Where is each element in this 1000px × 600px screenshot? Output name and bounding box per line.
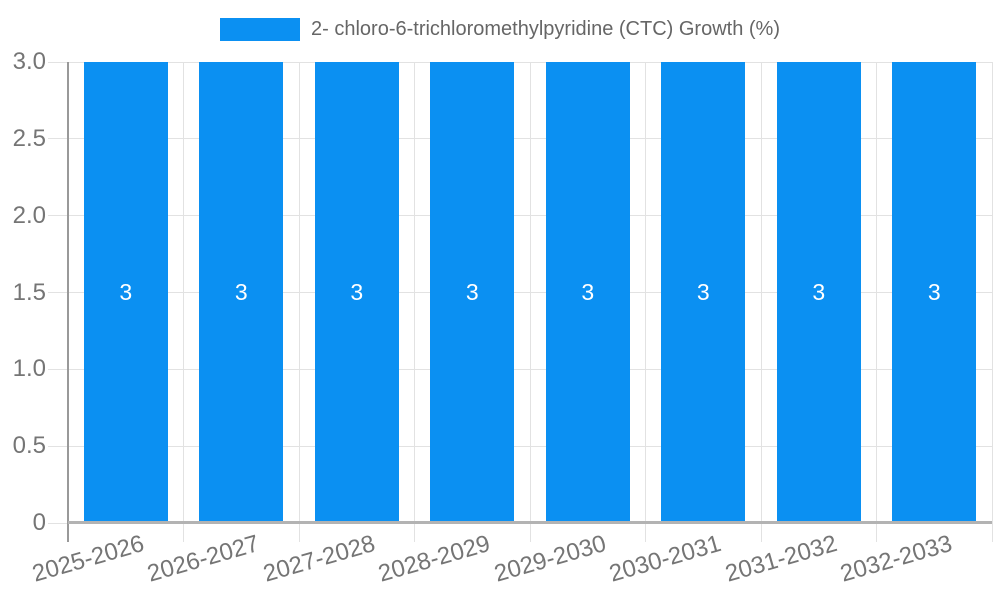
bar-value-label: 3 (927, 279, 941, 305)
y-axis-tick-label: 0 (32, 509, 46, 536)
bar-value-label: 3 (581, 279, 595, 305)
bar-value-label: 3 (350, 279, 364, 305)
bar-2031-2032[interactable]: 3 (776, 62, 861, 522)
bar-2025-2026[interactable]: 3 (83, 62, 168, 522)
x-gridline (183, 62, 184, 542)
x-gridline (760, 62, 762, 542)
y-axis-tick-label: 0.5 (12, 432, 46, 460)
chart-legend[interactable]: 2- chloro-6-trichloromethylpyridine (CTC… (0, 18, 1000, 41)
y-tick-mark (48, 138, 68, 140)
y-axis-tick-label: 2.5 (12, 124, 46, 152)
legend-label[interactable]: 2- chloro-6-trichloromethylpyridine (CTC… (311, 18, 780, 40)
legend-swatch[interactable] (220, 18, 300, 41)
y-tick-mark (48, 292, 68, 293)
bar-value-label: 3 (812, 279, 826, 305)
bar-2026-2027[interactable]: 3 (199, 62, 284, 522)
x-gridline (298, 62, 300, 542)
bar-value-label: 3 (465, 279, 479, 305)
y-tick-mark (48, 61, 68, 63)
x-gridline (876, 62, 877, 542)
bar-value-label: 3 (119, 279, 133, 305)
y-tick-mark (48, 215, 68, 217)
bar-value-label: 3 (234, 279, 248, 305)
bar-2032-2033[interactable]: 3 (892, 62, 977, 522)
x-gridline (414, 62, 415, 542)
x-gridline (529, 62, 531, 542)
bar-2030-2031[interactable]: 3 (661, 62, 746, 522)
y-axis-line (67, 62, 69, 542)
y-tick-mark (48, 368, 68, 370)
x-gridline (991, 62, 993, 542)
y-axis-tick-label: 1.0 (12, 355, 46, 383)
bar-2027-2028[interactable]: 3 (314, 62, 399, 522)
y-axis-tick-label: 2.0 (12, 201, 46, 229)
bar-2028-2029[interactable]: 3 (430, 62, 515, 522)
bar-2029-2030[interactable]: 3 (545, 62, 630, 522)
y-axis-tick-label: 1.5 (12, 278, 46, 306)
x-gridline (645, 62, 646, 542)
y-axis-tick-label: 3.0 (12, 48, 46, 75)
y-tick-mark (48, 445, 68, 447)
y-tick-mark (48, 522, 68, 524)
bar-value-label: 3 (696, 279, 710, 305)
